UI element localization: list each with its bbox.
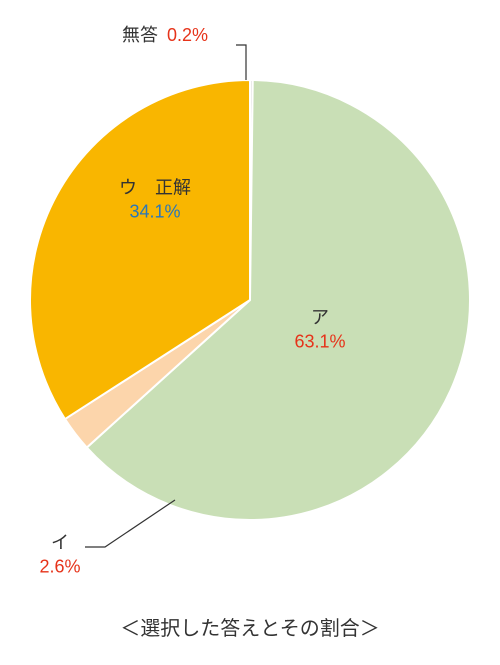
label-u-pct: 34.1% — [119, 200, 191, 224]
label-a: ア 63.1% — [294, 306, 345, 355]
pie-chart: 無答 0.2% ア 63.1% イ 2.6% ウ 正解 34.1% ＜選択した答… — [0, 0, 500, 660]
label-noanswer-pct: 0.2% — [167, 25, 208, 45]
chart-caption: ＜選択した答えとその割合＞ — [0, 612, 500, 641]
leader-noanswer — [236, 45, 246, 80]
label-u: ウ 正解 34.1% — [119, 176, 191, 225]
label-noanswer-name: 無答 — [122, 25, 158, 45]
leader-i — [85, 500, 175, 547]
label-i-pct: 2.6% — [39, 555, 80, 579]
label-noanswer: 無答 0.2% — [122, 23, 208, 47]
label-i-name: イ — [51, 533, 69, 553]
label-a-pct: 63.1% — [294, 330, 345, 354]
label-a-name: ア — [311, 308, 329, 328]
label-u-name: ウ 正解 — [119, 178, 191, 198]
label-i: イ 2.6% — [39, 531, 80, 580]
